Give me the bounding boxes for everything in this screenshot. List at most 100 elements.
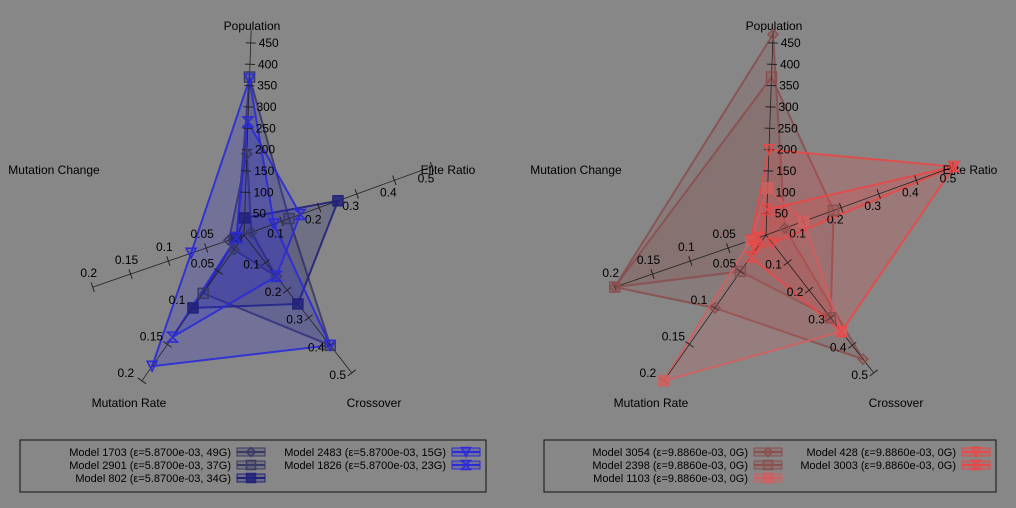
data-point bbox=[269, 270, 284, 283]
tick-label: 350 bbox=[779, 79, 799, 93]
data-point bbox=[760, 203, 774, 216]
axis-tick bbox=[261, 259, 270, 267]
axis-tick bbox=[282, 286, 292, 294]
tick-label: 0.1 bbox=[678, 240, 695, 254]
data-point bbox=[856, 353, 870, 366]
axis-tick bbox=[204, 243, 209, 253]
tick-label: 0.5 bbox=[418, 172, 435, 186]
tick-label: 0.1 bbox=[156, 240, 173, 254]
legend-marker bbox=[969, 459, 983, 471]
tick-label: 50 bbox=[775, 207, 789, 221]
series-area-4 bbox=[171, 118, 302, 338]
axis-tick bbox=[726, 243, 731, 253]
axis-tick bbox=[783, 259, 792, 267]
data-point bbox=[749, 243, 763, 257]
tick-label: 0.15 bbox=[140, 329, 164, 343]
axis-label: Population bbox=[746, 19, 803, 33]
data-point bbox=[744, 234, 758, 247]
axis-tick bbox=[847, 341, 857, 349]
tick-label: 0.1 bbox=[789, 226, 806, 240]
axis-tick bbox=[347, 369, 356, 377]
data-point bbox=[165, 331, 180, 343]
data-point bbox=[187, 302, 199, 314]
axis-tick bbox=[90, 282, 95, 292]
tick-label: 0.15 bbox=[662, 329, 686, 343]
data-point bbox=[243, 73, 256, 86]
data-point bbox=[778, 222, 791, 235]
tick-label: 0.2 bbox=[305, 213, 322, 227]
tick-label: 250 bbox=[778, 121, 798, 135]
tick-label: 0.2 bbox=[602, 266, 619, 280]
tick-label: 0.2 bbox=[827, 213, 844, 227]
tick-label: 0.4 bbox=[308, 340, 325, 354]
data-point bbox=[766, 237, 779, 250]
data-point bbox=[797, 215, 810, 228]
axis-tick bbox=[316, 202, 322, 213]
series-area-1 bbox=[612, 75, 835, 320]
legend-entry: Model 3003 (ε=9.8860e-03, 0G) bbox=[800, 460, 956, 472]
tick-label: 0.2 bbox=[640, 366, 657, 380]
axis-tick bbox=[804, 286, 814, 294]
legend-marker bbox=[245, 446, 257, 458]
axis-tick bbox=[876, 189, 881, 199]
axis-tick bbox=[137, 377, 147, 385]
tick-label: 0.1 bbox=[243, 258, 260, 272]
data-point bbox=[227, 243, 240, 256]
legend-box bbox=[19, 439, 487, 493]
tick-label: 0.05 bbox=[191, 256, 215, 270]
data-point bbox=[743, 251, 758, 263]
legend-entry: Model 3054 (ε=9.8860e-03, 0G) bbox=[592, 447, 748, 459]
tick-label: 450 bbox=[781, 36, 801, 50]
data-point bbox=[762, 143, 776, 157]
legend-entry: Model 802 (ε=5.8700e-03, 34G) bbox=[75, 473, 231, 485]
legend-marker bbox=[762, 446, 774, 458]
legend-entry: Model 1103 (ε=9.8860e-03, 0G) bbox=[593, 473, 748, 485]
axis-tick bbox=[325, 341, 335, 349]
legend-marker bbox=[762, 459, 774, 471]
data-point bbox=[608, 281, 621, 293]
data-point bbox=[293, 208, 308, 221]
legend-entry: Model 2483 (ε=5.8700e-03, 15G) bbox=[284, 447, 446, 459]
data-point bbox=[834, 325, 849, 338]
data-point bbox=[238, 212, 251, 224]
data-point bbox=[197, 287, 209, 300]
axis-tick bbox=[128, 269, 133, 279]
axis-label: Crossover bbox=[347, 396, 402, 410]
data-point bbox=[765, 71, 778, 83]
tick-label: 350 bbox=[257, 79, 277, 93]
tick-label: 0.1 bbox=[691, 293, 708, 307]
axis-label: Mutation Change bbox=[530, 163, 622, 177]
data-point bbox=[734, 265, 747, 278]
tick-label: 0.4 bbox=[380, 185, 397, 199]
axis-tick bbox=[304, 314, 313, 322]
legend-marker bbox=[970, 446, 982, 459]
series-area-0 bbox=[613, 31, 866, 361]
data-point bbox=[184, 247, 198, 260]
legend: Model 1703 (ε=5.8700e-03, 49G)Model 2901… bbox=[19, 439, 487, 493]
axis-tick bbox=[354, 189, 359, 199]
axis-tick bbox=[392, 175, 397, 186]
series-markers bbox=[145, 71, 344, 373]
axis-tick bbox=[214, 268, 223, 275]
axis-tick bbox=[650, 269, 655, 279]
axis-line bbox=[765, 234, 875, 374]
axis-label: Elite Ratio bbox=[421, 163, 476, 177]
legend-marker bbox=[762, 472, 774, 484]
axis-label: Mutation Change bbox=[8, 163, 100, 177]
axis-tick bbox=[914, 175, 919, 186]
axis-tick bbox=[688, 256, 693, 266]
tick-label: 0.2 bbox=[787, 285, 804, 299]
tick-label: 0.1 bbox=[267, 226, 284, 240]
data-point bbox=[283, 212, 295, 225]
series-markers bbox=[608, 28, 961, 387]
axis-label: Population bbox=[224, 19, 281, 33]
tick-label: 0.05 bbox=[190, 227, 214, 241]
tick-label: 150 bbox=[254, 164, 274, 178]
legend-entry: Model 1703 (ε=5.8700e-03, 49G) bbox=[69, 447, 231, 459]
data-point bbox=[708, 301, 722, 314]
axis-label: Mutation Rate bbox=[614, 396, 689, 410]
axis-label: Crossover bbox=[869, 396, 924, 410]
axis-tick bbox=[736, 268, 745, 275]
axis-tick bbox=[166, 256, 171, 266]
tick-label: 0.5 bbox=[329, 368, 346, 382]
